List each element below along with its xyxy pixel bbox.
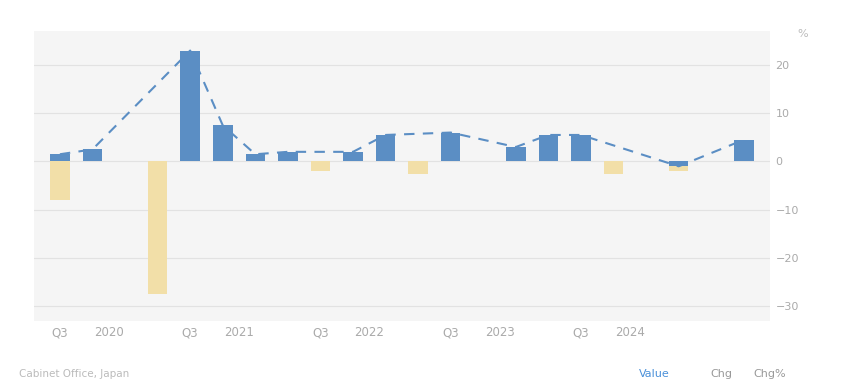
Bar bbox=[50, 154, 69, 161]
Bar bbox=[571, 135, 591, 161]
Bar bbox=[669, 161, 689, 171]
Bar bbox=[180, 50, 200, 161]
Bar bbox=[506, 147, 525, 161]
Text: Chg%: Chg% bbox=[753, 369, 786, 379]
Bar bbox=[409, 161, 428, 174]
Text: Chg: Chg bbox=[711, 369, 733, 379]
Bar bbox=[539, 135, 558, 161]
Bar bbox=[376, 135, 395, 161]
Bar bbox=[245, 154, 265, 161]
Bar bbox=[50, 161, 69, 200]
Text: Cabinet Office, Japan: Cabinet Office, Japan bbox=[19, 369, 129, 379]
Bar bbox=[441, 133, 460, 161]
Text: %: % bbox=[797, 29, 808, 39]
Bar bbox=[669, 161, 689, 166]
Bar bbox=[148, 161, 168, 294]
Bar bbox=[310, 161, 330, 171]
Bar bbox=[734, 140, 754, 161]
Bar bbox=[278, 152, 298, 161]
Bar bbox=[213, 125, 233, 161]
Bar bbox=[83, 149, 102, 161]
Bar bbox=[343, 152, 363, 161]
Bar bbox=[604, 161, 624, 174]
Text: Value: Value bbox=[639, 369, 669, 379]
